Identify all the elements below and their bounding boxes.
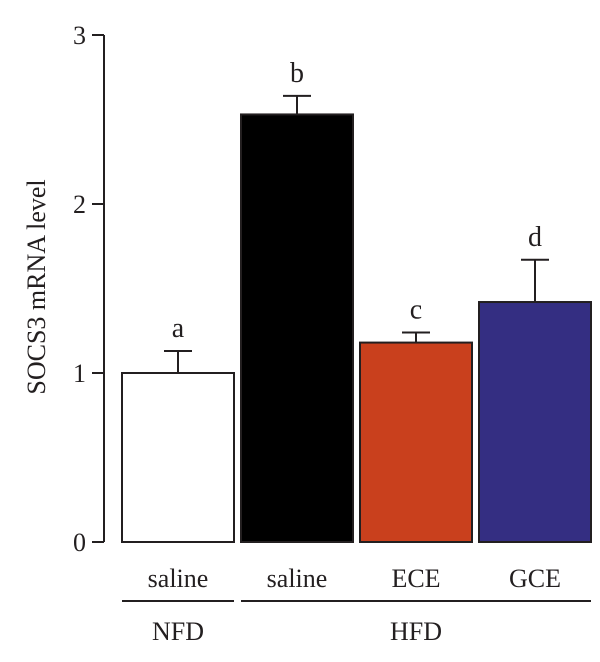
- group-label: NFD: [152, 617, 204, 646]
- y-tick-label: 3: [73, 21, 86, 50]
- group-label: HFD: [390, 617, 442, 646]
- significance-label: c: [410, 294, 422, 325]
- category-label: saline: [148, 564, 209, 593]
- significance-label: d: [528, 222, 542, 253]
- axes: 0 1 2 3: [73, 21, 105, 557]
- labels: a saline b saline c ECE d GCE NFD HFD: [122, 58, 591, 646]
- bar: [359, 341, 473, 543]
- category-label: GCE: [509, 564, 561, 593]
- y-tick-label: 0: [73, 528, 86, 557]
- y-tick-label: 1: [73, 359, 86, 388]
- bar: [478, 301, 592, 543]
- y-tick-label: 2: [73, 190, 86, 219]
- category-label: ECE: [391, 564, 440, 593]
- y-axis-title: SOCS3 mRNA level: [22, 179, 51, 394]
- bar: [121, 372, 235, 543]
- category-label: saline: [267, 564, 328, 593]
- bar: [240, 113, 354, 544]
- significance-label: a: [172, 313, 185, 344]
- bars: [121, 94, 592, 544]
- significance-label: b: [290, 58, 304, 89]
